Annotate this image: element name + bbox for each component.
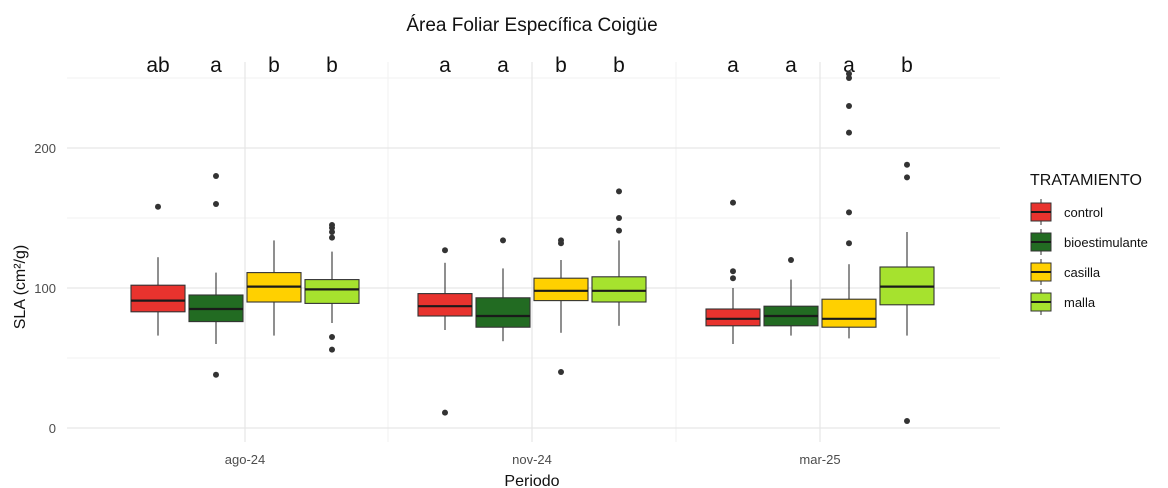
box-rect (821, 298, 877, 328)
significance-letter: a (439, 54, 451, 77)
significance-letter: b (901, 54, 913, 77)
box-casilla-mar-25 (821, 70, 877, 339)
legend-label: malla (1064, 295, 1096, 310)
legend-key-control: control (1030, 199, 1103, 225)
outlier-point (155, 203, 161, 210)
box-rect (304, 279, 360, 304)
box-control-nov-24 (417, 247, 473, 416)
box-bioestimulante-nov-24 (475, 237, 531, 342)
legend-label: casilla (1064, 265, 1101, 280)
chart-title: Área Foliar Específica Coigüe (406, 15, 657, 36)
x-tick-label: nov-24 (512, 452, 552, 467)
y-tick-label: 200 (34, 141, 56, 156)
box-rect (533, 277, 589, 302)
outlier-point (558, 240, 564, 247)
outlier-point (846, 103, 852, 109)
significance-letter: b (268, 54, 280, 77)
outlier-point (558, 369, 564, 375)
outlier-point (616, 188, 622, 195)
outlier-point (730, 275, 736, 282)
legend-key-malla: malla (1030, 289, 1096, 315)
box-casilla-nov-24 (533, 237, 589, 375)
significance-letter: a (497, 54, 509, 77)
legend-label: control (1064, 205, 1103, 220)
significance-letter: a (785, 54, 797, 77)
box-casilla-ago-24 (246, 240, 302, 336)
outlier-point (904, 174, 910, 181)
outlier-point (788, 257, 794, 263)
outlier-point (904, 418, 910, 424)
grid-lines (67, 62, 1000, 442)
y-tick-label: 100 (34, 281, 56, 296)
significance-letter: a (210, 54, 222, 77)
outlier-point (500, 237, 506, 244)
legend-key-bioestimulante: bioestimulante (1030, 229, 1148, 255)
box-control-ago-24 (130, 203, 186, 336)
x-axis: ago-24 nov-24 mar-25 (225, 452, 841, 467)
outlier-point (730, 268, 736, 275)
box-bioestimulante-ago-24 (188, 173, 244, 378)
outlier-point (329, 346, 335, 353)
outlier-point (213, 371, 219, 378)
box-rect (591, 276, 647, 303)
outlier-point (442, 247, 448, 254)
significance-letter: a (843, 54, 855, 77)
box-malla-ago-24 (304, 222, 360, 353)
x-tick-label: ago-24 (225, 452, 265, 467)
outlier-point (846, 209, 852, 216)
outlier-point (904, 161, 910, 168)
outlier-point (329, 224, 335, 231)
y-tick-label: 0 (49, 421, 56, 436)
x-axis-title: Periodo (504, 473, 559, 488)
box-rect (475, 297, 531, 328)
significance-letter: a (727, 54, 739, 77)
outlier-point (616, 227, 622, 234)
outlier-point (213, 201, 219, 207)
box-control-mar-25 (705, 199, 761, 344)
x-tick-label: mar-25 (799, 452, 840, 467)
box-rect (130, 284, 186, 313)
outlier-point (213, 173, 219, 179)
significance-letters: ab a b b a a b b a a a b (146, 54, 913, 77)
significance-letter: ab (146, 54, 169, 77)
outlier-point (329, 334, 335, 340)
y-axis-title: SLA (cm²/g) (12, 245, 29, 329)
outlier-point (846, 75, 852, 81)
box-rect (417, 293, 473, 317)
legend: TRATAMIENTO control bioestimulante casilla… (1030, 172, 1148, 315)
significance-letter: b (613, 54, 625, 77)
box-malla-nov-24 (591, 188, 647, 326)
outlier-point (329, 234, 335, 241)
outlier-point (442, 409, 448, 416)
box-rect (705, 308, 761, 327)
outlier-point (846, 70, 852, 77)
legend-key-casilla: casilla (1030, 259, 1101, 285)
box-bioestimulante-mar-25 (763, 257, 819, 336)
significance-letter: b (326, 54, 338, 77)
boxes (130, 70, 935, 424)
y-axis: 0 100 200 (34, 141, 56, 436)
outlier-point (846, 129, 852, 136)
significance-letter: b (555, 54, 567, 77)
outlier-point (846, 240, 852, 247)
outlier-point (616, 215, 622, 221)
box-malla-mar-25 (879, 161, 935, 424)
outlier-point (329, 229, 335, 235)
legend-title: TRATAMIENTO (1030, 172, 1142, 189)
outlier-point (730, 199, 736, 206)
legend-label: bioestimulante (1064, 235, 1148, 250)
